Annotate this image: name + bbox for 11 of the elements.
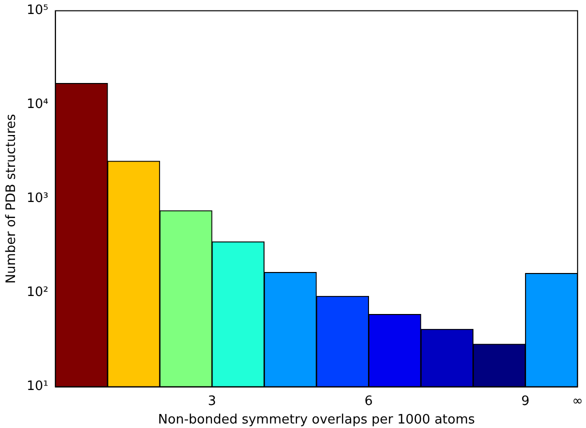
x-axis-title: Non-bonded symmetry overlaps per 1000 atoms: [158, 412, 476, 428]
y-tick-label: 10³: [26, 191, 48, 206]
x-tick-label: ∞: [572, 394, 584, 409]
y-tick-label: 10¹: [26, 379, 48, 394]
x-tick-label: 6: [364, 394, 373, 409]
y-tick-label: 10²: [26, 285, 48, 300]
y-tick-label: 10⁴: [26, 97, 48, 112]
y-axis-title: Number of PDB structures: [4, 114, 20, 284]
x-tick-label: 3: [208, 394, 216, 409]
y-tick-label: 10⁵: [26, 3, 48, 18]
x-tick-label: 9: [521, 394, 530, 409]
